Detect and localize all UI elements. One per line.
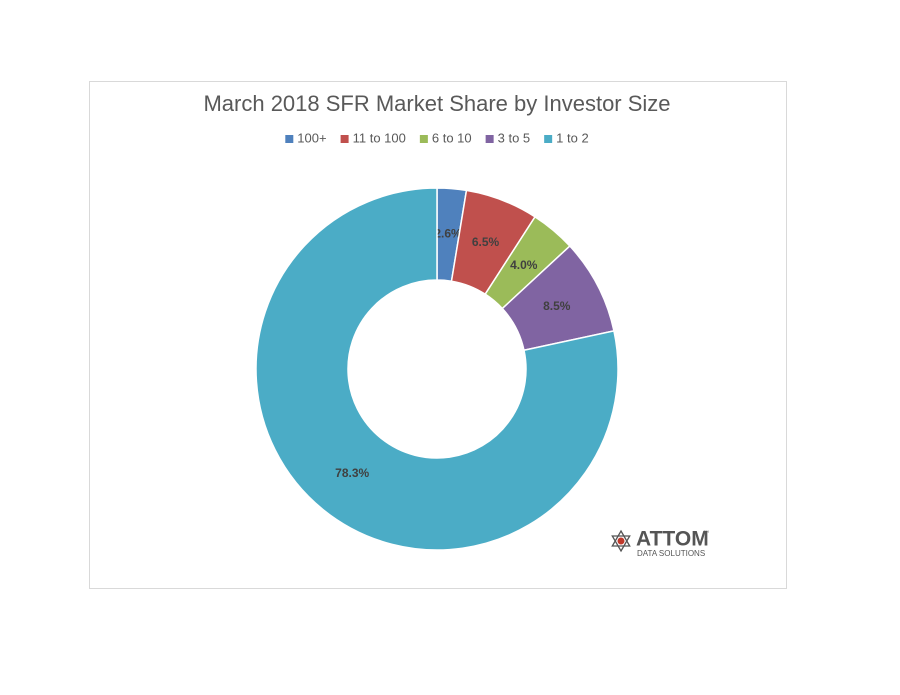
logo-icon: [611, 529, 631, 553]
data-label: 78.3%: [335, 466, 369, 480]
legend-swatch: [544, 135, 553, 143]
data-label: 8.5%: [543, 299, 571, 313]
legend-label: 100+: [297, 130, 326, 145]
legend: 100+ 11 to 100 6 to 10 3 to 5 1 to 2: [285, 130, 589, 145]
data-label: 2.6%: [434, 227, 462, 241]
legend-label: 1 to 2: [556, 130, 589, 145]
donut-slice: [255, 187, 619, 551]
logo-tagline: DATA SOLUTIONS: [637, 549, 705, 558]
logo-name: ATTOM: [636, 528, 709, 551]
legend-label: 6 to 10: [432, 130, 472, 145]
plot-area: 2.6% 6.5% 4.0% 8.5% 78.3%: [255, 187, 619, 551]
legend-swatch: [340, 135, 349, 143]
legend-label: 3 to 5: [498, 130, 531, 145]
logo: ATTOM ™ DATA SOLUTIONS: [611, 528, 709, 558]
legend-swatch: [285, 135, 294, 143]
legend-swatch: [419, 135, 428, 143]
logo-mark: ™: [703, 530, 709, 537]
chart-title: March 2018 SFR Market Share by Investor …: [203, 91, 670, 116]
legend-label: 11 to 100: [353, 130, 406, 145]
data-label: 4.0%: [510, 258, 538, 272]
legend-swatch: [485, 135, 494, 143]
data-label: 6.5%: [472, 235, 500, 249]
